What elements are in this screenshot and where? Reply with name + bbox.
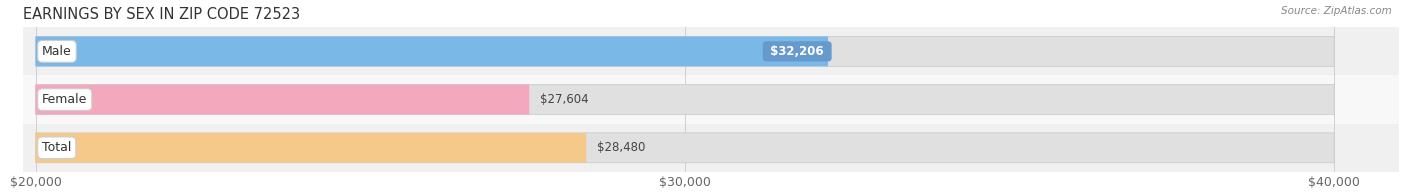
FancyBboxPatch shape bbox=[35, 133, 586, 163]
Text: $27,604: $27,604 bbox=[540, 93, 588, 106]
Text: Total: Total bbox=[42, 141, 72, 154]
Bar bbox=[22, 27, 1399, 75]
Text: $32,206: $32,206 bbox=[766, 45, 828, 58]
Bar bbox=[22, 124, 1399, 172]
Text: EARNINGS BY SEX IN ZIP CODE 72523: EARNINGS BY SEX IN ZIP CODE 72523 bbox=[22, 7, 299, 22]
FancyBboxPatch shape bbox=[35, 36, 828, 66]
FancyBboxPatch shape bbox=[35, 133, 1334, 163]
FancyBboxPatch shape bbox=[35, 36, 1334, 66]
FancyBboxPatch shape bbox=[35, 85, 1334, 114]
Bar bbox=[22, 75, 1399, 124]
Text: $28,480: $28,480 bbox=[596, 141, 645, 154]
FancyBboxPatch shape bbox=[35, 85, 529, 114]
Text: Source: ZipAtlas.com: Source: ZipAtlas.com bbox=[1281, 6, 1392, 16]
Text: Female: Female bbox=[42, 93, 87, 106]
Text: Male: Male bbox=[42, 45, 72, 58]
